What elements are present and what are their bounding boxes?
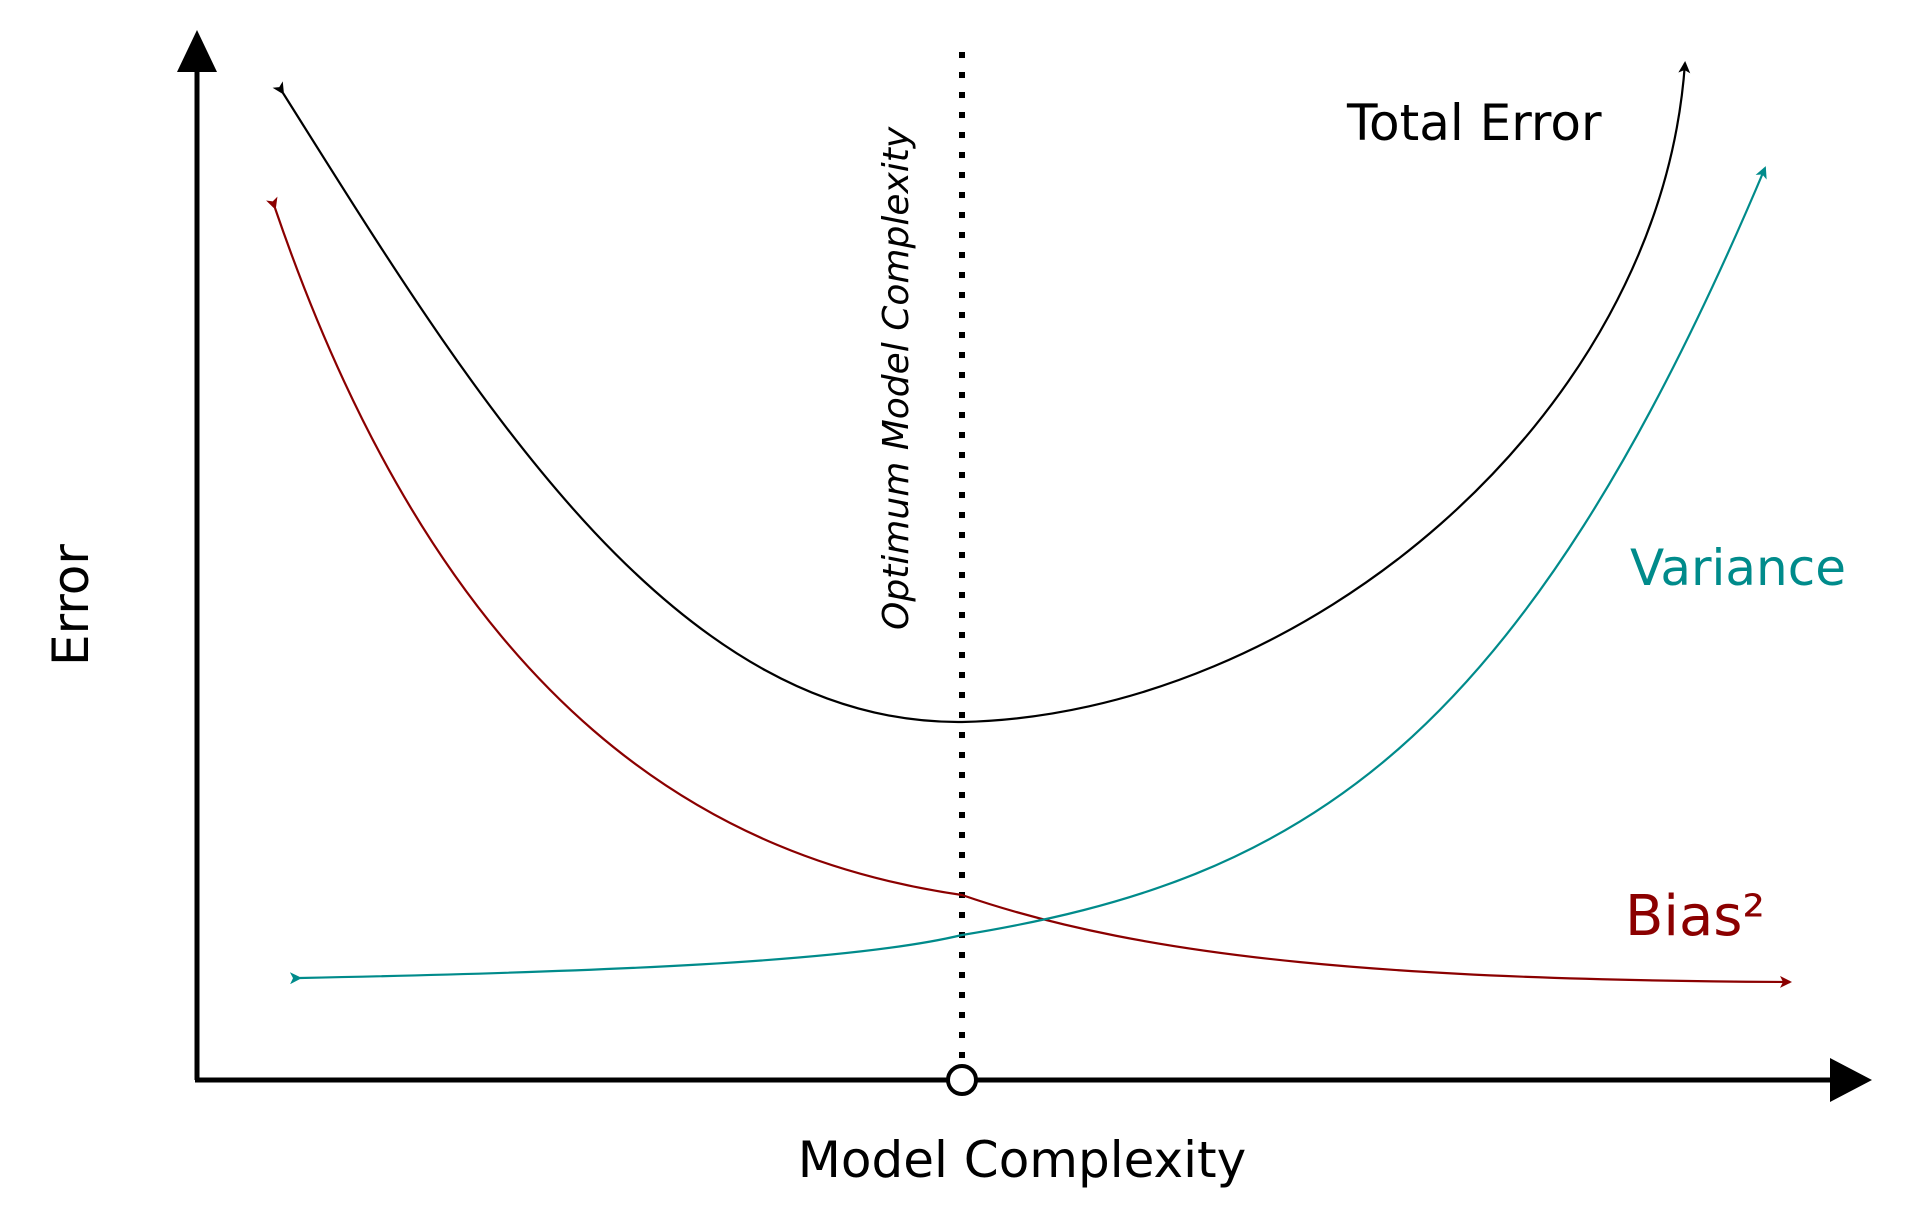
total-error-curve (272, 61, 1691, 724)
variance-label: Variance (1630, 539, 1846, 597)
total-error-label: Total Error (1346, 94, 1602, 152)
y-axis-label: Error (42, 544, 100, 666)
x-axis-arrowhead-icon (1830, 1058, 1872, 1102)
optimum-marker-circle (946, 1064, 978, 1096)
x-axis-label: Model Complexity (798, 1131, 1246, 1189)
variance-curve (289, 166, 1767, 985)
y-axis-arrowhead-icon (177, 30, 217, 72)
optimum-label: Optimum Model Complexity (876, 126, 917, 630)
bias-label: Bias² (1625, 884, 1765, 949)
bias-curve (266, 196, 1792, 988)
